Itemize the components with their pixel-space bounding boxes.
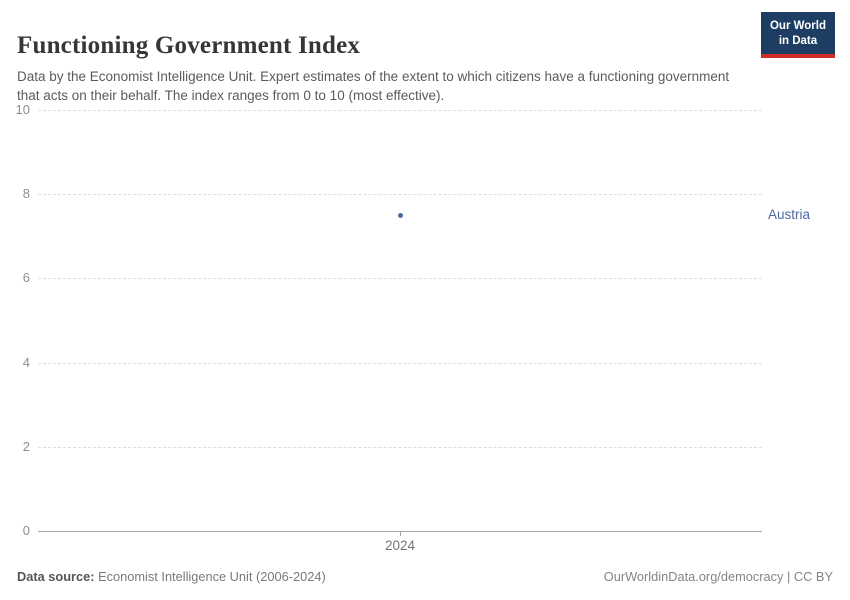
- data-source-label: Data source:: [17, 569, 95, 584]
- entity-label-austria[interactable]: Austria: [768, 207, 811, 223]
- y-axis-tick-label-0: 0: [22, 523, 30, 538]
- x-axis-line: [38, 531, 762, 532]
- y-axis-tick-label-8: 8: [22, 186, 30, 202]
- gridline-y-8: [38, 194, 762, 196]
- y-axis-tick-label-10: 10: [15, 102, 30, 117]
- x-axis-tick-label: 2024: [384, 538, 416, 553]
- gridline-y-10: [38, 110, 762, 111]
- y-axis-tick-label-6: 6: [22, 270, 30, 286]
- owid-logo-line2: in Data: [778, 34, 818, 47]
- owid-logo[interactable]: Our World in Data: [760, 12, 835, 58]
- page-title: Functioning Government Index: [17, 31, 361, 59]
- data-source-value: Economist Intelligence Unit (2006-2024): [94, 569, 326, 584]
- gridline-y-2: [38, 446, 762, 448]
- gridline-y-6: [38, 278, 762, 280]
- credit-link[interactable]: OurWorldinData.org/democracy | CC BY: [603, 569, 833, 584]
- y-axis-tick-label-4: 4: [22, 354, 30, 370]
- chart-subtitle: Data by the Economist Intelligence Unit.…: [17, 68, 730, 104]
- gridline-y-4: [38, 362, 762, 364]
- data-source-note: Data source: Economist Intelligence Unit…: [17, 569, 326, 584]
- y-axis-tick-label-2: 2: [22, 438, 30, 454]
- owid-logo-line1: Our World: [769, 20, 826, 32]
- x-axis-tick-mark: [400, 531, 401, 536]
- data-point-austria[interactable]: [397, 212, 403, 218]
